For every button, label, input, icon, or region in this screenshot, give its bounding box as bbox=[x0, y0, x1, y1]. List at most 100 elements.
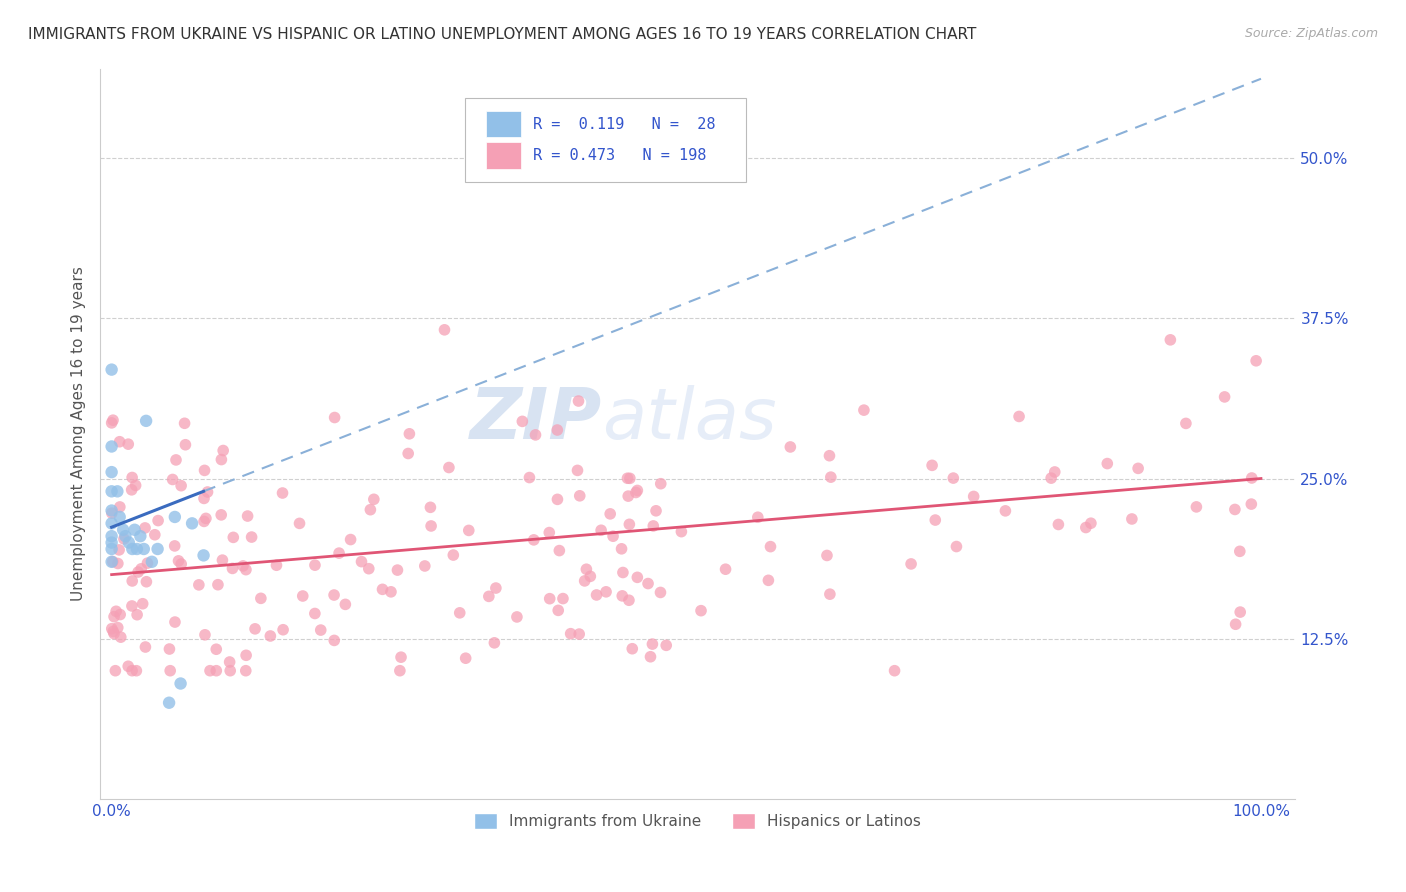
Point bbox=[291, 589, 314, 603]
Text: R =  0.119   N =  28: R = 0.119 N = 28 bbox=[533, 117, 716, 131]
Point bbox=[398, 426, 420, 441]
Point bbox=[309, 623, 332, 637]
Point bbox=[323, 588, 346, 602]
Point bbox=[125, 664, 148, 678]
Point bbox=[963, 490, 986, 504]
Point bbox=[304, 607, 326, 621]
Point bbox=[449, 606, 471, 620]
Point bbox=[357, 562, 380, 576]
Point bbox=[129, 529, 152, 543]
Point bbox=[1213, 390, 1236, 404]
Point bbox=[132, 541, 155, 556]
Point bbox=[433, 323, 456, 337]
Point bbox=[121, 599, 143, 613]
Point bbox=[174, 438, 197, 452]
Point bbox=[112, 532, 135, 546]
Point bbox=[506, 610, 529, 624]
Point bbox=[103, 626, 125, 640]
Point bbox=[235, 563, 257, 577]
Point bbox=[612, 566, 634, 580]
Point bbox=[1229, 544, 1251, 558]
Point bbox=[567, 394, 589, 409]
Point bbox=[478, 590, 501, 604]
Point bbox=[101, 506, 124, 520]
Point bbox=[575, 562, 598, 576]
Point bbox=[560, 626, 582, 640]
Point bbox=[640, 649, 662, 664]
Point bbox=[193, 463, 215, 477]
Point bbox=[1240, 497, 1263, 511]
Text: Source: ZipAtlas.com: Source: ZipAtlas.com bbox=[1244, 27, 1378, 40]
Point bbox=[121, 483, 143, 497]
Point bbox=[551, 591, 574, 606]
Point bbox=[104, 664, 127, 678]
Point bbox=[339, 533, 361, 547]
Point bbox=[637, 576, 659, 591]
Point bbox=[371, 582, 394, 597]
Text: ZIP: ZIP bbox=[470, 384, 602, 453]
Point bbox=[548, 543, 571, 558]
Point bbox=[323, 410, 346, 425]
Point bbox=[612, 589, 634, 603]
Point bbox=[626, 570, 648, 584]
Point bbox=[121, 541, 143, 556]
Point bbox=[304, 558, 326, 573]
Point bbox=[108, 542, 131, 557]
Point bbox=[454, 651, 477, 665]
Point bbox=[108, 607, 131, 622]
Point bbox=[146, 514, 169, 528]
Point bbox=[624, 485, 647, 500]
Point bbox=[641, 637, 664, 651]
Point bbox=[617, 489, 640, 503]
Point bbox=[167, 554, 190, 568]
Point bbox=[1223, 502, 1246, 516]
Point bbox=[818, 587, 841, 601]
Point bbox=[222, 530, 245, 544]
Point bbox=[591, 523, 613, 537]
Point bbox=[100, 440, 122, 454]
Point bbox=[169, 676, 191, 690]
Point bbox=[165, 453, 187, 467]
Point bbox=[235, 664, 257, 678]
Point bbox=[219, 664, 242, 678]
Point bbox=[232, 558, 254, 573]
Point bbox=[221, 561, 243, 575]
Point bbox=[163, 615, 186, 629]
Point bbox=[108, 500, 131, 514]
Point bbox=[271, 486, 294, 500]
Point bbox=[125, 541, 148, 556]
Point bbox=[100, 465, 122, 479]
Point bbox=[388, 664, 411, 678]
Point bbox=[236, 509, 259, 524]
Point bbox=[538, 525, 561, 540]
Point bbox=[852, 403, 875, 417]
Point bbox=[441, 548, 464, 562]
Point bbox=[170, 557, 193, 571]
Point bbox=[103, 624, 125, 639]
Point bbox=[1240, 471, 1263, 485]
Point bbox=[205, 642, 228, 657]
Text: atlas: atlas bbox=[602, 384, 776, 453]
Point bbox=[235, 648, 257, 663]
Point bbox=[610, 541, 633, 556]
Point bbox=[519, 470, 541, 484]
Point bbox=[212, 443, 235, 458]
Point bbox=[250, 591, 273, 606]
Point bbox=[574, 574, 596, 588]
Point bbox=[690, 604, 713, 618]
Point bbox=[181, 516, 204, 531]
Point bbox=[211, 553, 233, 567]
Point bbox=[616, 471, 638, 485]
Point bbox=[626, 483, 648, 498]
Point bbox=[1080, 516, 1102, 531]
Point bbox=[815, 549, 838, 563]
Point bbox=[523, 533, 546, 547]
Point bbox=[100, 555, 122, 569]
Point bbox=[621, 641, 644, 656]
Point bbox=[143, 527, 166, 541]
Point bbox=[1159, 333, 1181, 347]
Point bbox=[240, 530, 263, 544]
Point bbox=[193, 515, 215, 529]
Point bbox=[546, 492, 568, 507]
Point bbox=[205, 664, 228, 678]
